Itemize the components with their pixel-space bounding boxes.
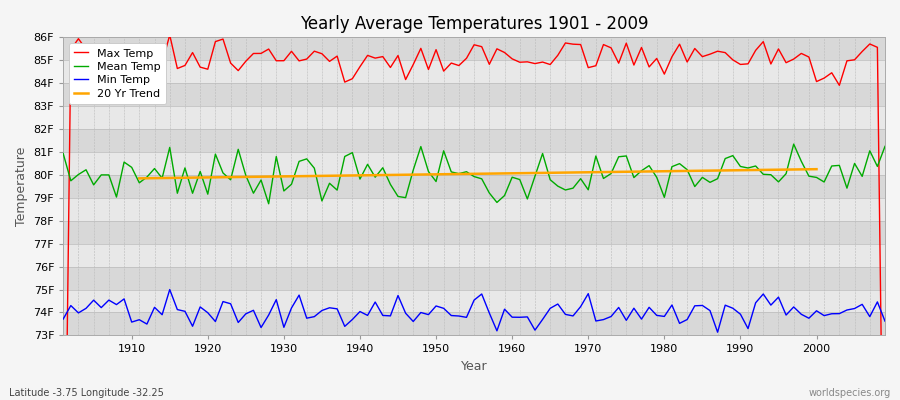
Max Temp <box>165 33 176 38</box>
Max Temp <box>507 56 517 61</box>
Title: Yearly Average Temperatures 1901 - 2009: Yearly Average Temperatures 1901 - 2009 <box>300 15 648 33</box>
Bar <box>63 83 885 106</box>
Bar <box>63 312 885 336</box>
20 Yr Trend <box>811 167 822 172</box>
Min Temp <box>165 287 176 292</box>
Mean Temp <box>119 160 130 164</box>
Mean Temp <box>515 177 526 182</box>
Mean Temp <box>606 171 616 176</box>
Bar <box>63 106 885 129</box>
Y-axis label: Temperature: Temperature <box>15 147 28 226</box>
Bar <box>63 129 885 152</box>
20 Yr Trend <box>780 167 791 172</box>
Bar <box>63 152 885 175</box>
Max Temp <box>119 52 130 57</box>
Mean Temp <box>339 154 350 159</box>
Line: Max Temp: Max Temp <box>63 35 885 400</box>
20 Yr Trend <box>712 168 723 173</box>
Min Temp <box>507 315 517 320</box>
Line: 20 Yr Trend: 20 Yr Trend <box>140 169 816 178</box>
Mean Temp <box>264 201 274 206</box>
Bar <box>63 290 885 312</box>
Min Temp <box>515 315 526 320</box>
Text: worldspecies.org: worldspecies.org <box>809 388 891 398</box>
Mean Temp <box>58 151 68 156</box>
Min Temp <box>339 324 350 329</box>
Bar <box>63 267 885 290</box>
Mean Temp <box>507 175 517 180</box>
20 Yr Trend <box>697 168 707 173</box>
20 Yr Trend <box>339 173 350 178</box>
Line: Mean Temp: Mean Temp <box>63 144 885 204</box>
X-axis label: Year: Year <box>461 360 488 373</box>
Min Temp <box>879 319 890 324</box>
Line: Min Temp: Min Temp <box>63 290 885 332</box>
Max Temp <box>515 60 526 65</box>
Max Temp <box>293 58 304 63</box>
Mean Temp <box>293 159 304 164</box>
Bar <box>63 60 885 83</box>
Min Temp <box>119 296 130 301</box>
Max Temp <box>339 80 350 84</box>
Legend: Max Temp, Mean Temp, Min Temp, 20 Yr Trend: Max Temp, Mean Temp, Min Temp, 20 Yr Tre… <box>68 43 166 104</box>
Mean Temp <box>788 142 799 146</box>
Min Temp <box>58 317 68 322</box>
Max Temp <box>606 46 616 50</box>
Min Temp <box>712 330 723 334</box>
20 Yr Trend <box>134 176 145 181</box>
Min Temp <box>293 293 304 298</box>
Bar <box>63 244 885 267</box>
Mean Temp <box>879 144 890 149</box>
20 Yr Trend <box>225 175 236 180</box>
Bar <box>63 37 885 60</box>
20 Yr Trend <box>606 170 616 174</box>
Bar <box>63 198 885 221</box>
Bar <box>63 175 885 198</box>
Bar <box>63 221 885 244</box>
Text: Latitude -3.75 Longitude -32.25: Latitude -3.75 Longitude -32.25 <box>9 388 164 398</box>
Min Temp <box>606 314 616 319</box>
